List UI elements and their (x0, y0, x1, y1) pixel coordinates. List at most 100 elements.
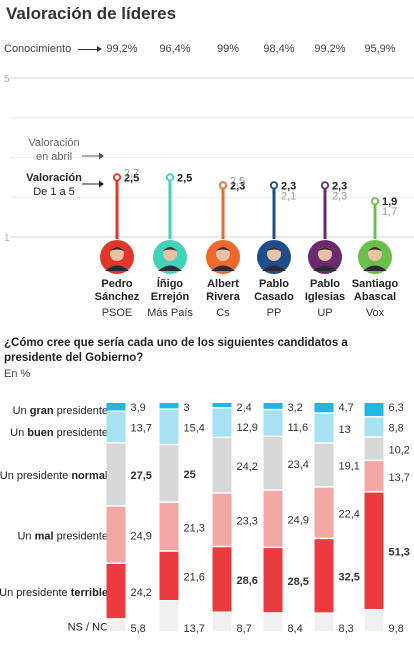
question-title: ¿Cómo cree que sería cada uno de los sig… (4, 337, 348, 364)
conocimiento-value: 99,2% (314, 43, 346, 55)
april-value-label: 2,3 (332, 190, 347, 202)
bar-segment (212, 438, 232, 493)
avatar (206, 240, 240, 274)
april-arrow-icon (99, 152, 104, 160)
bar-segment (314, 613, 334, 632)
bar-segment (159, 601, 179, 632)
leader-name: Albert Rivera (206, 278, 240, 303)
category-label: Un presidente terrible (0, 587, 108, 599)
avatar-face (216, 247, 230, 261)
conocimiento-arrow-icon (78, 46, 102, 52)
party-name: Vox (365, 307, 385, 319)
avatar-face (368, 247, 382, 261)
rating-point (269, 181, 279, 190)
bar-segment (314, 487, 334, 538)
bar-value-label: 6,3 (389, 402, 404, 414)
bar-value-label: 25 (184, 469, 196, 481)
bar-value-label: 24,9 (131, 530, 152, 542)
avatar-suit (211, 265, 235, 271)
bar-value-label: 28,6 (237, 575, 258, 587)
bar-segment (106, 443, 126, 506)
avatar-suit (105, 265, 129, 271)
bar-segment (314, 413, 334, 443)
bar-value-label: 5,8 (131, 623, 146, 635)
rating-point (112, 173, 122, 182)
bar-segment (212, 547, 232, 612)
bar-segment (263, 613, 283, 632)
party-name: UP (317, 307, 333, 319)
bar-segment (364, 417, 384, 437)
bar-value-label: 21,3 (184, 522, 205, 534)
leader-name: Pablo Iglesias (304, 278, 346, 303)
bar-value-label: 9,8 (389, 623, 404, 635)
april-label: Valoración (28, 137, 79, 149)
bar-value-label: 13,7 (389, 472, 410, 484)
y-tick-label: 1 (4, 233, 10, 244)
bar-value-label: 15,4 (184, 423, 205, 435)
bar-segment (263, 548, 283, 613)
party-name: PSOE (101, 307, 133, 319)
avatar (100, 240, 134, 274)
rating-point (165, 173, 175, 182)
party-name: PP (266, 307, 282, 319)
rating-point (370, 197, 380, 206)
bar-value-label: 21,6 (184, 572, 205, 584)
category-label: Un mal presidente (17, 530, 108, 542)
bar-segment (212, 613, 232, 632)
avatar-face (163, 247, 177, 261)
bar-value-label: 4,7 (339, 402, 354, 414)
bar-value-label: 8,4 (288, 623, 303, 635)
avatar-suit (262, 265, 286, 271)
category-label: Un presidente normal (0, 470, 108, 482)
bar-segment (106, 411, 126, 442)
avatar-hair (216, 247, 230, 251)
rating-arrow-icon (99, 180, 104, 188)
conocimiento-value: 99% (216, 43, 240, 55)
bar-value-label: 28,5 (288, 576, 309, 588)
party-name: Más País (147, 307, 193, 319)
bar-segment (159, 445, 179, 502)
rating-value-label: 2,3 (281, 180, 296, 192)
bar-value-label: 13,7 (131, 423, 152, 435)
avatar-suit (363, 265, 387, 271)
question-unit: En % (4, 368, 31, 380)
bar-value-label: 13,7 (184, 623, 205, 635)
bar-value-label: 51,3 (389, 547, 410, 559)
bar-value-label: 3 (184, 402, 190, 414)
april-value-label: 2,5 (230, 175, 245, 187)
category-label: NS / NC (68, 621, 108, 633)
bar-value-label: 12,9 (237, 422, 258, 434)
leader-name: Pedro Sánchez (94, 278, 140, 303)
bar-segment (364, 461, 384, 492)
avatar-suit (158, 265, 182, 271)
leader-name: Pablo Casado (254, 278, 294, 303)
rating-point (218, 181, 228, 190)
avatar-hair (110, 247, 124, 251)
bar-value-label: 8,3 (339, 623, 354, 635)
rating-value-label: 2,3 (230, 180, 245, 192)
april-value-label: 2,7 (124, 167, 139, 179)
bar-value-label: 3,2 (288, 402, 303, 414)
avatar-face (110, 247, 124, 261)
page-title: Valoración de líderes (6, 4, 177, 23)
conocimiento-value: 96,4% (159, 43, 191, 55)
rating-value-label: 2,5 (124, 172, 139, 184)
bar-segment (212, 493, 232, 546)
avatar-face (318, 247, 332, 261)
avatar-hair (318, 247, 332, 251)
avatar-suit (313, 265, 337, 271)
category-label: Un gran presidente (13, 405, 108, 417)
bar-value-label: 19,1 (339, 461, 360, 473)
leader-name: Íñigo Errejón (150, 278, 190, 303)
rating-value-label: 2,5 (177, 172, 192, 184)
rating-value-label: 1,9 (382, 196, 397, 208)
avatar (153, 240, 187, 274)
bar-segment (364, 492, 384, 609)
bar-segment (364, 437, 384, 460)
avatar (358, 240, 392, 274)
bar-segment (263, 437, 283, 490)
rating-label: Valoración (26, 172, 82, 184)
bar-value-label: 23,4 (288, 459, 309, 471)
bar-segment (159, 502, 179, 551)
rating-point (320, 181, 330, 190)
